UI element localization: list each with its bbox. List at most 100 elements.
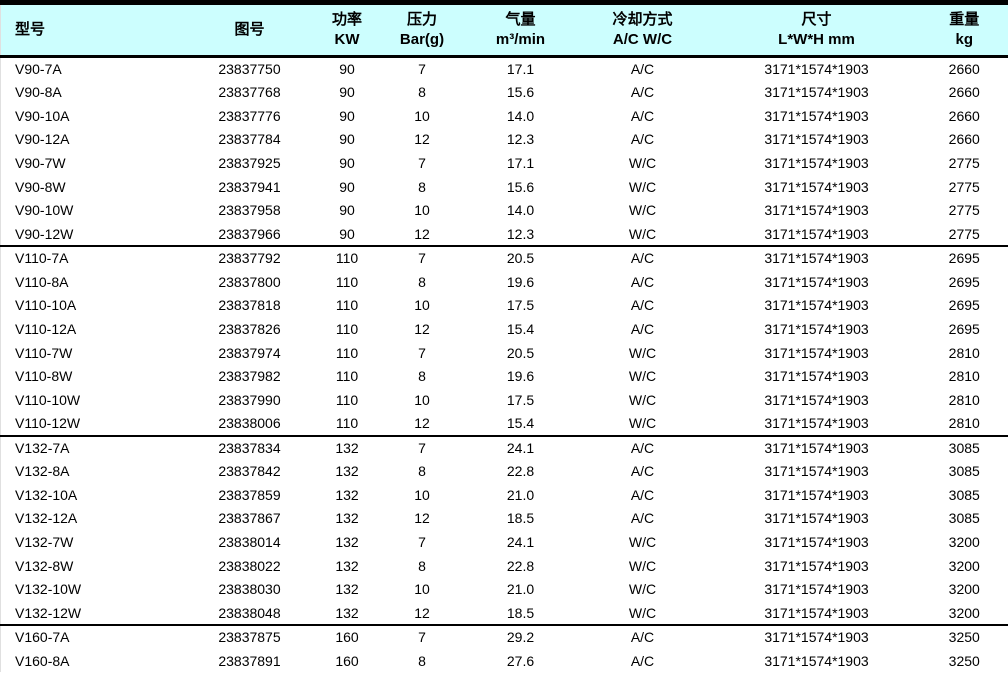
cell-model: V132-12W: [15, 604, 82, 621]
cell-drawing-number: 23837941: [218, 178, 281, 195]
cell-dimensions: 3171*1574*1903: [764, 84, 869, 101]
cell-cooling-type: A/C: [630, 84, 655, 101]
table-row: V160-8A 23837891 160 8 27.6 A/C 3171*1574*1903…: [1, 649, 1008, 673]
cell-cooling-type: A/C: [630, 439, 655, 456]
cell-drawing-number: 23837834: [218, 439, 281, 456]
cell-pressure: 8: [418, 368, 426, 385]
cell-pressure: 10: [414, 107, 430, 124]
cell-air-flow: 12.3: [506, 225, 535, 242]
cell-model: V90-8A: [15, 84, 62, 101]
cell-model: V90-7A: [15, 61, 62, 78]
column-header-unit: kg: [955, 31, 973, 48]
cell-air-flow: 18.5: [506, 510, 535, 527]
cell-cooling-type: A/C: [630, 61, 655, 78]
cell-power: 90: [339, 178, 355, 195]
cell-power: 110: [335, 344, 359, 361]
cell-weight: 2695: [948, 273, 980, 290]
cell-model: V110-8A: [15, 273, 69, 290]
cell-air-flow: 19.6: [506, 273, 535, 290]
cell-weight: 2810: [948, 415, 980, 432]
column-header-label: 型号: [15, 20, 46, 38]
cell-power: 90: [339, 202, 355, 219]
cell-weight: 3085: [948, 510, 980, 527]
cell-dimensions: 3171*1574*1903: [764, 250, 869, 267]
cell-cooling-type: W/C: [628, 178, 657, 195]
cell-dimensions: 3171*1574*1903: [764, 273, 869, 290]
cell-weight: 2810: [948, 368, 980, 385]
table-row: V90-8A 23837768 90 8 15.6 A/C 3171*1574*1903 26…: [1, 80, 1008, 104]
cell-pressure: 12: [414, 320, 430, 337]
cell-power: 132: [335, 439, 359, 456]
cell-drawing-number: 23838030: [218, 581, 281, 598]
table-row: V110-12W 23838006 110 12 15.4 W/C 3171*1574*19…: [1, 412, 1008, 436]
column-header-model: 型号: [0, 2, 181, 58]
cell-weight: 2810: [948, 344, 980, 361]
cell-power: 132: [335, 604, 359, 621]
cell-cooling-type: A/C: [630, 107, 655, 124]
cell-cooling-type: A/C: [630, 510, 655, 527]
row-group: V160-7A 23837875 160 7 29.2 A/C 3171*1574*1903…: [0, 625, 1008, 673]
cell-cooling-type: A/C: [630, 486, 655, 503]
cell-model: V110-8W: [15, 368, 73, 385]
cell-pressure: 7: [418, 629, 426, 646]
column-header-unit: A/C W/C: [612, 31, 673, 48]
cell-cooling-type: W/C: [628, 557, 657, 574]
cell-dimensions: 3171*1574*1903: [764, 297, 869, 314]
cell-weight: 3200: [948, 604, 980, 621]
cell-pressure: 12: [414, 415, 430, 432]
cell-cooling-type: W/C: [628, 344, 657, 361]
cell-air-flow: 17.5: [506, 297, 535, 314]
table-row: V90-12W 23837966 90 12 12.3 W/C 3171*1574*1903…: [1, 222, 1008, 246]
cell-pressure: 8: [418, 557, 426, 574]
cell-air-flow: 21.0: [506, 581, 535, 598]
cell-model: V110-12W: [15, 415, 81, 432]
cell-model: V90-8W: [15, 178, 66, 195]
cell-air-flow: 22.8: [506, 557, 535, 574]
column-header-air-flow: 气量 m³/min: [468, 2, 573, 58]
cell-air-flow: 15.4: [506, 415, 535, 432]
cell-power: 90: [339, 84, 355, 101]
cell-model: V90-7W: [15, 155, 66, 172]
cell-air-flow: 22.8: [506, 463, 535, 480]
column-header-label: 图号: [234, 20, 265, 38]
cell-pressure: 10: [414, 486, 430, 503]
cell-cooling-type: W/C: [628, 368, 657, 385]
cell-air-flow: 17.1: [506, 61, 535, 78]
cell-air-flow: 15.4: [506, 320, 535, 337]
table-row: V110-10W 23837990 110 10 17.5 W/C 3171*1574*19…: [1, 388, 1008, 412]
cell-cooling-type: A/C: [630, 131, 655, 148]
column-header-label: 压力: [406, 10, 437, 28]
cell-power: 90: [339, 61, 355, 78]
cell-pressure: 12: [414, 604, 430, 621]
cell-dimensions: 3171*1574*1903: [764, 320, 869, 337]
table-row: V110-8W 23837982 110 8 19.6 W/C 3171*1574*1903…: [1, 364, 1008, 388]
column-header-label: 重量: [949, 10, 980, 28]
cell-cooling-type: A/C: [630, 297, 655, 314]
column-header-weight: 重量 kg: [920, 2, 1008, 58]
cell-pressure: 7: [418, 344, 426, 361]
cell-pressure: 7: [418, 534, 426, 551]
cell-drawing-number: 23838014: [218, 534, 281, 551]
cell-model: V90-12A: [15, 131, 70, 148]
cell-air-flow: 27.6: [506, 652, 535, 669]
cell-dimensions: 3171*1574*1903: [764, 510, 869, 527]
cell-drawing-number: 23837792: [218, 250, 281, 267]
cell-pressure: 7: [418, 250, 426, 267]
cell-cooling-type: A/C: [630, 320, 655, 337]
column-header-unit: Bar(g): [399, 31, 445, 48]
cell-drawing-number: 23838022: [218, 557, 281, 574]
cell-weight: 2775: [948, 178, 980, 195]
cell-air-flow: 20.5: [506, 250, 535, 267]
cell-cooling-type: A/C: [630, 629, 655, 646]
table-row: V110-12A 23837826 110 12 15.4 A/C 3171*1574*19…: [1, 317, 1008, 341]
cell-power: 90: [339, 155, 355, 172]
cell-air-flow: 19.6: [506, 368, 535, 385]
table-row: V110-7W 23837974 110 7 20.5 W/C 3171*1574*1903…: [1, 341, 1008, 365]
cell-drawing-number: 23837891: [218, 652, 281, 669]
cell-air-flow: 14.0: [506, 107, 535, 124]
cell-weight: 2660: [948, 84, 980, 101]
column-header-label: 尺寸: [801, 10, 832, 28]
column-header-label: 气量: [505, 10, 536, 28]
cell-air-flow: 15.6: [506, 84, 535, 101]
